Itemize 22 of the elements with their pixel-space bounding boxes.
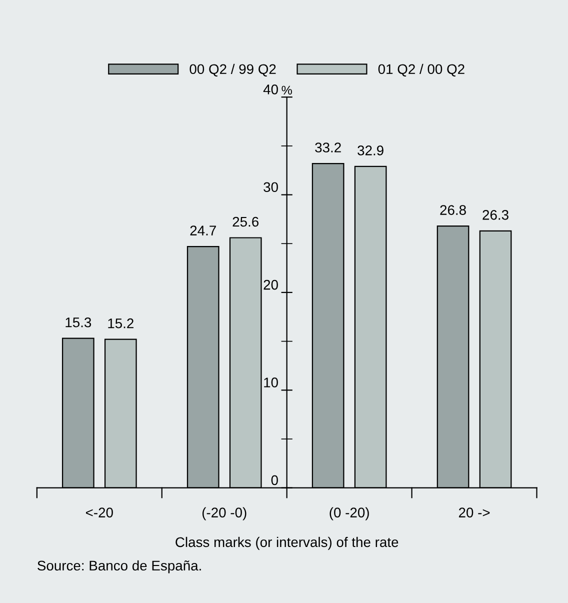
data-label: 15.2: [108, 318, 134, 328]
y-tick-label: 20: [264, 280, 278, 290]
y-tick-label: 40: [263, 84, 278, 94]
data-label: 15.3: [66, 317, 92, 328]
y-tick-label: 0: [271, 475, 278, 486]
x-axis-title: Class marks (or intervals) of the rate: [176, 536, 398, 550]
x-tick-label: (-20 -0): [202, 507, 246, 520]
legend-label: 00 Q2 / 99 Q2: [190, 64, 276, 77]
data-label: 32.9: [358, 146, 384, 156]
x-tick-label: <-20: [86, 508, 113, 518]
y-tick-label: 30: [264, 182, 278, 192]
data-label: 24.7: [190, 226, 216, 236]
data-label: 33.2: [315, 142, 341, 152]
source-note: Source: Banco de España.: [38, 560, 201, 574]
x-tick-label: 20 ->: [458, 508, 490, 518]
data-label: 26.3: [482, 210, 508, 220]
legend-label: 01 Q2 / 00 Q2: [378, 64, 464, 77]
data-label: 25.6: [232, 216, 259, 227]
y-axis-title: %: [282, 86, 292, 95]
data-label: 26.8: [440, 205, 466, 215]
x-tick-label: (0 -20): [330, 507, 369, 520]
y-tick-label: 10: [264, 378, 278, 388]
